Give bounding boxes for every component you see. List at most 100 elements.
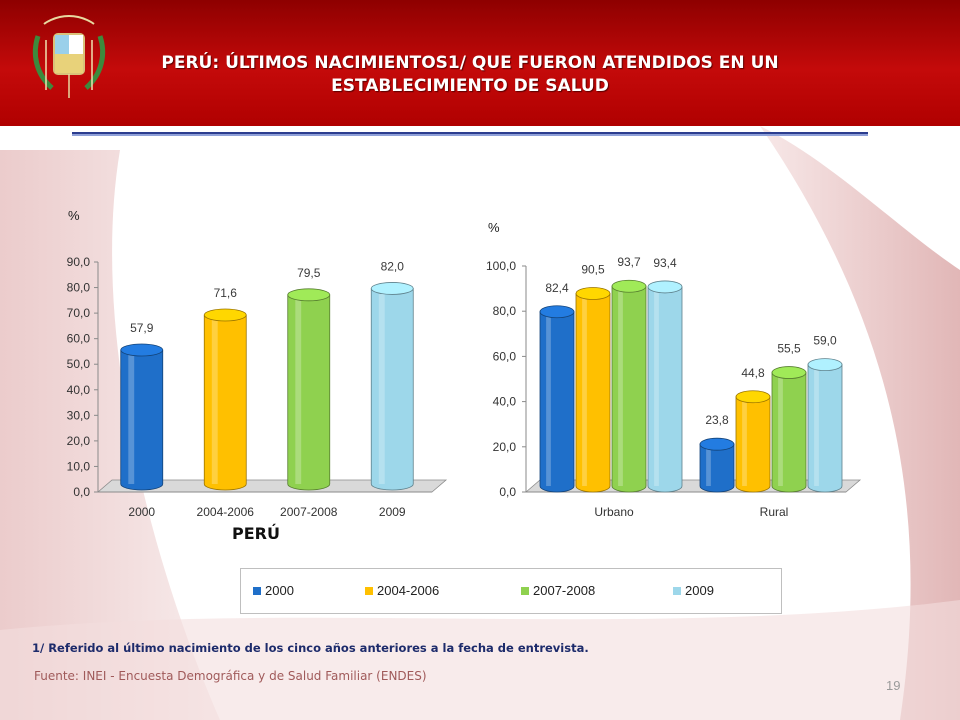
bar-highlight (582, 293, 587, 486)
bar-highlight (211, 315, 218, 484)
bar-highlight (378, 288, 385, 484)
chart1-x-tick-label: 2000 (128, 505, 155, 519)
chart2-x-tick-label: Urbano (594, 505, 634, 519)
bar-body (735, 396, 771, 493)
bar-highlight (706, 444, 711, 486)
chart1-x-tick-label: 2004-2006 (197, 505, 255, 519)
legend-swatch (521, 587, 529, 595)
legend-swatch (365, 587, 373, 595)
title-line-2: ESTABLECIMIENTO DE SALUD (331, 76, 609, 96)
chart1-data-label: 71,6 (214, 286, 238, 300)
bar-top (539, 305, 575, 319)
chart1-ytick-label: 20,0 (67, 434, 91, 448)
chart1-ytick-label: 60,0 (67, 332, 91, 346)
chart1-bar-2000 (120, 343, 164, 491)
legend-label: 2004-2006 (377, 583, 440, 598)
chart1-data-label: 79,5 (297, 266, 321, 280)
chart1-ytick-label: 50,0 (67, 357, 91, 371)
bar-highlight (778, 372, 783, 486)
bar-body (771, 372, 807, 493)
chart2-ylabel: % (488, 220, 500, 235)
chart2-data-label: 93,4 (653, 256, 677, 270)
chart2-data-label: 55,5 (777, 342, 801, 356)
chart1-ytick-label: 80,0 (67, 281, 91, 295)
title-line-1: PERÚ: ÚLTIMOS NACIMIENTOS1/ QUE FUERON A… (161, 53, 779, 73)
chart2-bar-Urbano-2007-2008 (611, 279, 647, 493)
bar-top (807, 358, 843, 372)
bar-body (807, 364, 843, 493)
chart1-xlabel: PERÚ (232, 524, 280, 543)
bar-top (203, 308, 247, 322)
chart2-data-label: 82,4 (545, 281, 569, 295)
chart1-bar-2007-2008 (287, 288, 331, 491)
bar-body (539, 311, 575, 493)
legend-label: 2009 (685, 583, 714, 598)
chart1-data-label: 57,9 (130, 321, 154, 335)
page-number: 19 (886, 678, 901, 693)
legend-item-2007-2008: 2007-2008 (521, 583, 595, 598)
bar-top (735, 390, 771, 404)
chart2-bar-Rural-2004-2006 (735, 390, 771, 493)
bar-body (575, 293, 611, 493)
chart1-bar-2004-2006 (203, 308, 247, 491)
bar-body (287, 294, 331, 491)
bar-highlight (128, 350, 135, 484)
chart2-x-tick-label: Rural (760, 505, 789, 519)
bar-highlight (295, 294, 302, 484)
chart1-x-tick-label: 2007-2008 (280, 505, 338, 519)
chart1-ytick-label: 70,0 (67, 306, 91, 320)
chart1-data-label: 82,0 (381, 259, 405, 273)
bar-highlight (742, 396, 747, 486)
bar-top (647, 280, 683, 294)
chart1-ytick-label: 30,0 (67, 408, 91, 422)
chart2-bar-Rural-2000 (699, 437, 735, 493)
title-rule (72, 132, 868, 136)
legend-label: 2000 (265, 583, 294, 598)
chart1-ytick-label: 10,0 (67, 459, 91, 473)
chart2-ytick-label: 100,0 (486, 259, 516, 273)
chart2-ytick-label: 60,0 (493, 349, 517, 363)
chart2-ytick-label: 0,0 (499, 485, 516, 499)
legend: 2000 2004-2006 2007-2008 2009 (240, 568, 782, 614)
page-title: PERÚ: ÚLTIMOS NACIMIENTOS1/ QUE FUERON A… (120, 52, 820, 98)
chart2-bar-Urbano-2004-2006 (575, 287, 611, 493)
header-band (0, 0, 960, 126)
legend-item-2004-2006: 2004-2006 (365, 583, 439, 598)
chart2-data-label: 93,7 (617, 255, 641, 269)
chart2-bar-Rural-2009 (807, 358, 843, 493)
bar-body (647, 286, 683, 493)
bar-top (611, 279, 647, 293)
chart2-bar-Rural-2007-2008 (771, 366, 807, 493)
chart1-ylabel: % (68, 208, 80, 223)
bottom-swoosh (0, 600, 960, 720)
bar-body (120, 349, 164, 491)
bar-highlight (654, 286, 659, 486)
bar-body (203, 314, 247, 491)
footnote: 1/ Referido al último nacimiento de los … (32, 641, 589, 655)
left-swoosh (0, 150, 220, 720)
chart2-ytick-label: 80,0 (493, 304, 517, 318)
chart2-ytick-label: 40,0 (493, 395, 517, 409)
chart2-data-label: 90,5 (581, 262, 605, 276)
bar-highlight (546, 311, 551, 486)
bar-top (699, 437, 735, 451)
legend-item-2009: 2009 (673, 583, 714, 598)
chart2-data-label: 59,0 (813, 334, 837, 348)
bar-body (611, 285, 647, 493)
chart2-ytick-label: 20,0 (493, 440, 517, 454)
chart1-ytick-label: 90,0 (67, 255, 91, 269)
chart1-ytick-label: 0,0 (73, 485, 90, 499)
bar-top (771, 366, 807, 379)
bar-highlight (618, 286, 623, 486)
chart1-x-tick-label: 2009 (379, 505, 406, 519)
legend-label: 2007-2008 (533, 583, 596, 598)
right-swoosh (760, 126, 960, 720)
bar-body (370, 288, 414, 491)
chart1-ytick-label: 40,0 (67, 383, 91, 397)
chart2-bar-Urbano-2000 (539, 305, 575, 493)
chart2-bar-Urbano-2009 (647, 280, 683, 493)
chart1-bar-2009 (370, 282, 414, 491)
bar-body (699, 443, 735, 493)
legend-swatch (673, 587, 681, 595)
